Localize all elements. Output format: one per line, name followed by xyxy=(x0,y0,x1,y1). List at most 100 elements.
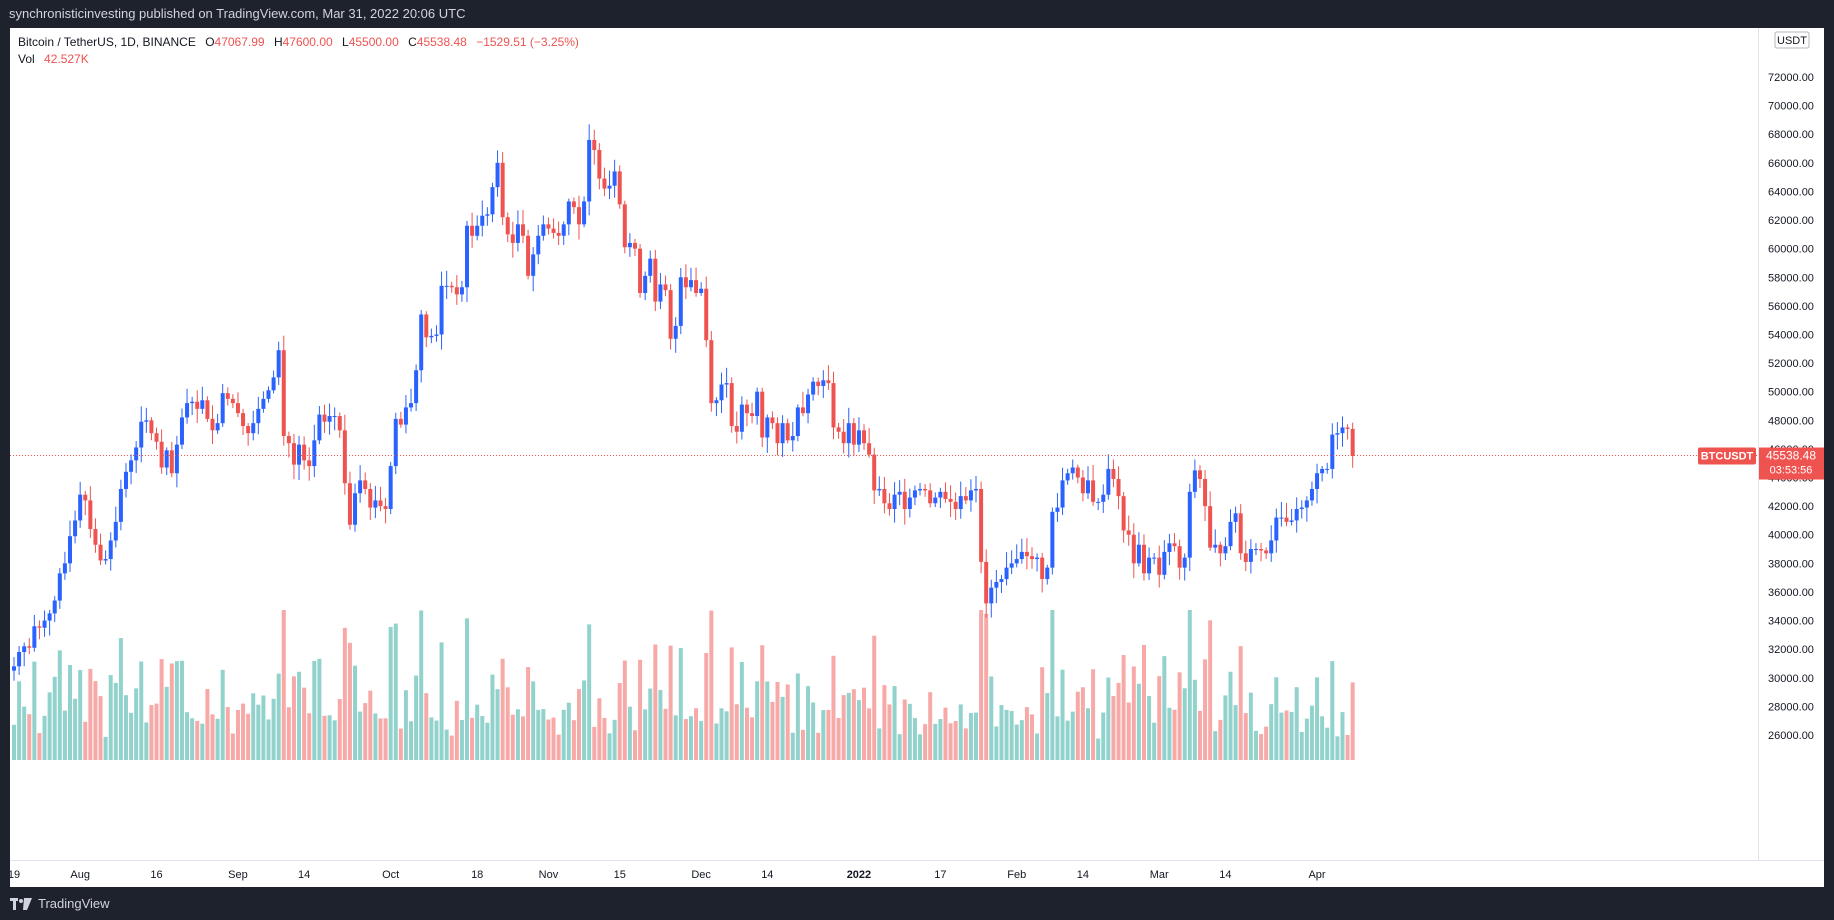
volume-bar xyxy=(490,674,495,760)
volume-bar xyxy=(241,703,246,760)
volume-bar xyxy=(297,671,302,760)
candle xyxy=(1014,544,1019,568)
candle-body xyxy=(551,228,556,233)
candle-body xyxy=(1121,496,1126,531)
candle xyxy=(887,493,892,516)
volume-bar xyxy=(1304,718,1309,760)
candle-body xyxy=(800,407,805,414)
candle-body xyxy=(342,430,347,484)
volume-bar xyxy=(210,714,215,760)
candle-body xyxy=(862,430,867,444)
tradingview-logo[interactable]: TradingView xyxy=(10,896,110,911)
candle xyxy=(531,247,536,292)
volume-bar xyxy=(597,698,602,760)
price-axis-ticks: 72000.00 70000.00 68000.00 66000.00 64000.00… xyxy=(1768,72,1814,742)
candle xyxy=(37,620,42,640)
volume-bar xyxy=(302,687,307,760)
candle xyxy=(276,341,281,386)
candle-body xyxy=(1279,517,1284,519)
volume-bar xyxy=(877,728,882,760)
volume-bar xyxy=(627,706,632,760)
candle xyxy=(459,280,464,302)
candle-body xyxy=(556,232,561,236)
candle xyxy=(505,212,510,243)
chart-frame[interactable]: 72000.00 70000.00 68000.00 66000.00 64000.00… xyxy=(8,28,1824,887)
candle-body xyxy=(108,540,113,560)
candle-body xyxy=(867,443,872,455)
price-tick-label: 26000.00 xyxy=(1768,730,1814,742)
candle xyxy=(378,486,383,512)
candle xyxy=(699,282,704,296)
volume-bar xyxy=(892,686,897,760)
candle-body xyxy=(566,201,571,225)
candle xyxy=(113,506,118,548)
candle xyxy=(1111,459,1116,488)
candle xyxy=(52,596,57,622)
volume-bar xyxy=(1340,712,1345,760)
candle xyxy=(322,404,327,433)
volume-bar xyxy=(1294,687,1299,760)
volume-bar xyxy=(1040,667,1045,760)
volume-bar xyxy=(22,706,27,760)
candle-body xyxy=(297,444,302,465)
candle xyxy=(88,486,93,538)
candle xyxy=(108,532,113,571)
candle xyxy=(118,479,123,531)
candle xyxy=(190,396,195,416)
candle xyxy=(1131,523,1136,579)
candle-body xyxy=(1070,467,1075,474)
candle xyxy=(403,395,408,434)
close-value: 45538.48 xyxy=(416,35,467,49)
candle xyxy=(974,475,979,503)
candle xyxy=(755,387,760,425)
volume-bar xyxy=(943,707,948,760)
candle-body xyxy=(632,242,637,249)
candle xyxy=(1075,464,1080,484)
symbol-badge-label: BTCUSDT xyxy=(1701,451,1754,463)
candle-body xyxy=(612,171,617,186)
candle-body xyxy=(1131,534,1136,564)
candle xyxy=(862,424,867,451)
candle xyxy=(353,483,358,532)
time-tick-label: 14 xyxy=(1077,869,1089,881)
candle-body xyxy=(210,418,215,431)
candle-body xyxy=(780,423,785,444)
candle-body xyxy=(1309,488,1314,501)
candle-body xyxy=(424,314,429,338)
candle-body xyxy=(103,559,108,561)
candlestick-chart[interactable]: 72000.00 70000.00 68000.00 66000.00 64000.00… xyxy=(8,28,1824,887)
volume-bar xyxy=(449,735,454,760)
candle-body xyxy=(994,581,999,588)
volume-bar xyxy=(1253,730,1258,760)
candle-body xyxy=(536,235,541,255)
candle-body xyxy=(1284,517,1289,522)
candle xyxy=(836,422,841,439)
candle-body xyxy=(419,314,424,371)
volume-bar xyxy=(663,708,668,760)
volume-bar xyxy=(1279,712,1284,760)
candle-body xyxy=(607,185,612,189)
candle xyxy=(414,364,419,412)
volume-bar xyxy=(841,695,846,760)
volume-bar xyxy=(419,610,424,760)
volume-bar xyxy=(744,707,749,760)
volume-bar xyxy=(556,734,561,760)
candle-body xyxy=(587,139,592,202)
candle-body xyxy=(195,401,200,409)
volume-bar xyxy=(505,687,510,760)
candle-body xyxy=(1248,549,1253,562)
volume-bar xyxy=(587,624,592,760)
candle-body xyxy=(1213,544,1218,548)
candle-body xyxy=(683,277,688,288)
candle-body xyxy=(1116,478,1121,497)
volume-bar xyxy=(27,714,32,760)
candle xyxy=(398,411,403,428)
volume-bar xyxy=(439,642,444,760)
volume-label: Vol xyxy=(18,52,35,66)
candle xyxy=(1259,542,1264,562)
candle-body xyxy=(449,285,454,288)
candle-body xyxy=(475,225,480,236)
volume-bar xyxy=(57,650,62,760)
candle-body xyxy=(27,646,32,648)
candle-body xyxy=(439,285,444,335)
